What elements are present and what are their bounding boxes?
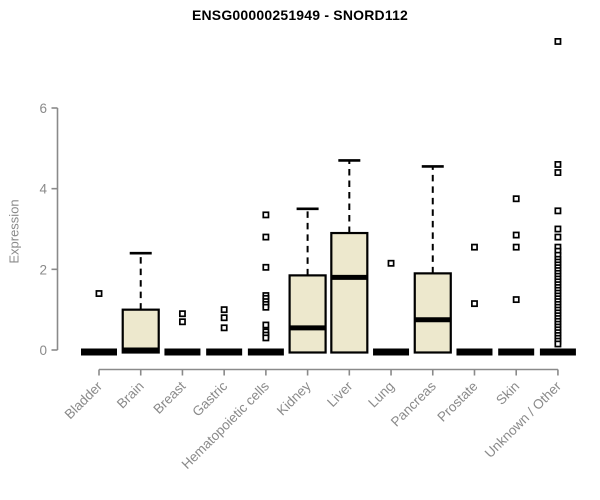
x-tick-label: Liver: [324, 378, 356, 410]
outlier-point: [178, 318, 186, 326]
outlier-point: [554, 161, 562, 168]
collapsed-box: [206, 348, 243, 356]
chart-title: ENSG00000251949 - SNORD112: [191, 7, 409, 23]
box: [413, 272, 452, 354]
collapsed-box: [539, 348, 576, 356]
x-tick-label: Gastric: [189, 378, 230, 419]
outlier-point: [220, 314, 228, 322]
x-tick-label: Kidney: [274, 378, 314, 418]
box: [288, 274, 327, 354]
outlier-point: [220, 306, 228, 314]
x-tick-label: Bladder: [62, 378, 106, 422]
outlier-point: [471, 243, 478, 251]
outlier-point: [262, 321, 270, 329]
outlier-point: [262, 263, 270, 271]
outlier-point: [554, 207, 562, 215]
outlier-point: [554, 340, 562, 348]
outlier-point: [262, 211, 270, 219]
box: [330, 231, 369, 354]
y-tick-label: 4: [39, 182, 47, 197]
outlier-point: [220, 324, 228, 332]
outlier-point: [554, 225, 562, 233]
x-tick-label: Unknown / Other: [482, 378, 565, 461]
collapsed-box: [164, 348, 201, 356]
box: [121, 308, 160, 354]
outlier-point: [554, 169, 562, 176]
outlier-point: [262, 334, 270, 342]
outlier-point: [512, 195, 520, 203]
x-tick-label: Pancreas: [388, 378, 439, 429]
collapsed-box: [81, 348, 117, 356]
outlier-point: [95, 290, 103, 297]
y-tick-label: 0: [39, 343, 47, 358]
outlier-point: [262, 303, 270, 311]
collapsed-box: [373, 348, 410, 356]
outlier-point: [471, 300, 478, 308]
outlier-point: [554, 38, 562, 45]
outlier-point: [512, 231, 520, 239]
y-tick-label: 2: [39, 262, 47, 277]
y-tick-label: 6: [39, 101, 47, 116]
x-tick-label: Lung: [365, 379, 397, 411]
x-tick-label: Skin: [493, 379, 522, 408]
collapsed-box: [247, 348, 284, 356]
outlier-point: [512, 296, 520, 304]
x-tick-label: Brain: [114, 379, 147, 412]
collapsed-box: [498, 348, 535, 356]
outlier-point: [512, 243, 520, 251]
x-tick-label: Prostate: [434, 379, 480, 425]
outlier-point: [178, 310, 186, 318]
collapsed-box: [456, 348, 493, 356]
outlier-point: [262, 233, 270, 241]
outlier-point: [387, 259, 395, 267]
x-tick-label: Breast: [150, 378, 188, 416]
outlier-point: [554, 233, 562, 241]
